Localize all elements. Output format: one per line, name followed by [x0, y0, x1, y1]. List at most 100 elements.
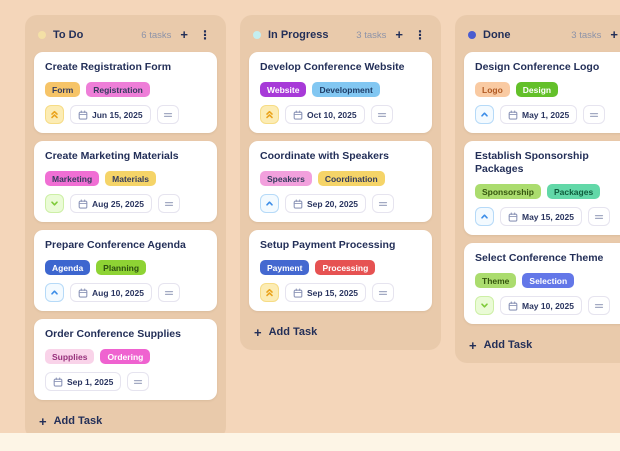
due-date-badge: Jun 15, 2025 — [70, 105, 151, 124]
notes-lines-icon — [164, 201, 174, 206]
due-date-text: Sep 20, 2025 — [307, 198, 359, 209]
column-task-count: 3 tasks — [356, 29, 387, 41]
column-menu-icon[interactable]: ⋮ — [199, 28, 211, 42]
tag-pill: Supplies — [45, 349, 95, 364]
due-date-text: Jun 15, 2025 — [92, 109, 143, 120]
add-task-icon-button[interactable]: + — [610, 27, 618, 42]
task-card[interactable]: Coordinate with Speakers Speakers Coordina… — [249, 141, 432, 222]
tag-pill: Packages — [546, 184, 601, 199]
task-meta-row: Sep 20, 2025 — [260, 194, 421, 213]
task-title: Create Marketing Materials — [45, 150, 179, 162]
task-card[interactable]: Develop Conference Website Website Develop… — [249, 52, 432, 133]
task-title: Order Conference Supplies — [45, 328, 181, 340]
task-meta-row: Sep 1, 2025 — [45, 372, 206, 391]
notes-lines-icon — [164, 290, 174, 295]
due-date-badge: Sep 1, 2025 — [45, 372, 122, 391]
notes-icon — [156, 105, 179, 124]
calendar-icon — [53, 376, 63, 387]
task-card[interactable]: Establish Sponsorship Packages Sponsorshi… — [464, 141, 620, 235]
notes-lines-icon — [377, 112, 386, 117]
column-task-count: 6 tasks — [141, 29, 172, 41]
tag-pill: Sponsorship — [475, 184, 541, 199]
priority-high-icon — [45, 105, 64, 124]
column-header: To Do 6 tasks + ⋮ — [34, 24, 217, 52]
calendar-icon — [78, 287, 88, 298]
due-date-text: Aug 25, 2025 — [92, 198, 144, 209]
notes-icon — [587, 207, 610, 226]
add-task-icon-button[interactable]: + — [395, 27, 403, 42]
task-tags: Theme Selection — [475, 273, 620, 288]
notes-icon — [157, 194, 180, 213]
tag-pill: Ordering — [100, 349, 151, 364]
task-card[interactable]: Design Conference Logo Logo Design May 1, 2… — [464, 52, 620, 133]
notes-icon — [157, 283, 180, 302]
tag-pill: Registration — [86, 82, 150, 97]
due-date-badge: Sep 20, 2025 — [285, 194, 367, 213]
add-task-button[interactable]: + Add Task — [249, 319, 432, 340]
priority-medium-chevron-icon — [481, 214, 488, 219]
column-to-do: To Do 6 tasks + ⋮ Create Registration Form Fo… — [25, 15, 226, 433]
calendar-icon — [508, 109, 518, 120]
notes-icon — [372, 283, 395, 302]
priority-low-chevron-icon — [51, 201, 58, 206]
task-card[interactable]: Select Conference Theme Theme Selection May… — [464, 243, 620, 324]
tag-pill: Website — [260, 82, 307, 97]
priority-medium-chevron-icon — [51, 290, 58, 295]
column-menu-icon[interactable]: ⋮ — [414, 28, 426, 42]
task-title: Establish Sponsorship Packages — [475, 150, 589, 175]
tag-pill: Processing — [315, 260, 376, 275]
task-title: Develop Conference Website — [260, 61, 405, 73]
due-date-badge: Aug 25, 2025 — [70, 194, 152, 213]
column-title: Done — [483, 29, 511, 41]
add-task-label: Add Task — [268, 326, 318, 338]
due-date-text: Sep 15, 2025 — [307, 287, 359, 298]
priority-medium-icon — [475, 105, 494, 124]
tag-pill: Logo — [475, 82, 510, 97]
task-card[interactable]: Create Registration Form Form Registration… — [34, 52, 217, 133]
notes-lines-icon — [134, 379, 143, 384]
task-card[interactable]: Prepare Conference Agenda Agenda Planning A… — [34, 230, 217, 311]
column-status-dot-icon — [253, 31, 261, 39]
priority-high-icon — [260, 283, 279, 302]
task-meta-row: Oct 10, 2025 — [260, 105, 421, 124]
notes-lines-icon — [594, 303, 604, 308]
page-bottom-strip — [0, 433, 620, 451]
notes-icon — [587, 296, 610, 315]
tag-pill: Design — [515, 82, 559, 97]
plus-icon: + — [469, 337, 477, 353]
task-title: Setup Payment Processing — [260, 239, 396, 251]
column-task-count: 3 tasks — [571, 29, 602, 41]
due-date-text: May 10, 2025 — [522, 300, 574, 311]
priority-low-chevron-icon — [481, 303, 488, 308]
due-date-text: Aug 10, 2025 — [92, 287, 144, 298]
tag-pill: Planning — [96, 260, 147, 275]
task-tags: Agenda Planning — [45, 260, 206, 275]
task-tags: Marketing Materials — [45, 171, 206, 186]
priority-medium-icon — [475, 207, 494, 226]
task-title: Design Conference Logo — [475, 61, 600, 73]
tag-pill: Theme — [475, 273, 517, 288]
add-task-button[interactable]: + Add Task — [34, 408, 217, 429]
task-card[interactable]: Setup Payment Processing Payment Processin… — [249, 230, 432, 311]
priority-medium-icon — [260, 194, 279, 213]
task-card[interactable]: Order Conference Supplies Supplies Orderin… — [34, 319, 217, 400]
column-header: In Progress 3 tasks + ⋮ — [249, 24, 432, 52]
add-task-button[interactable]: + Add Task — [464, 332, 620, 353]
task-meta-row: Aug 25, 2025 — [45, 194, 206, 213]
due-date-text: May 15, 2025 — [522, 211, 574, 222]
priority-medium-chevron-icon — [266, 201, 273, 206]
due-date-text: Sep 1, 2025 — [67, 376, 114, 387]
notes-lines-icon — [590, 112, 599, 117]
priority-medium-icon — [45, 283, 64, 302]
task-tags: Sponsorship Packages — [475, 184, 620, 199]
due-date-badge: May 1, 2025 — [500, 105, 578, 124]
add-task-icon-button[interactable]: + — [180, 27, 188, 42]
task-tags: Payment Processing — [260, 260, 421, 275]
calendar-icon — [78, 198, 88, 209]
notes-lines-icon — [378, 290, 388, 295]
calendar-icon — [78, 109, 88, 120]
priority-low-icon — [475, 296, 494, 315]
task-card[interactable]: Create Marketing Materials Marketing Mater… — [34, 141, 217, 222]
